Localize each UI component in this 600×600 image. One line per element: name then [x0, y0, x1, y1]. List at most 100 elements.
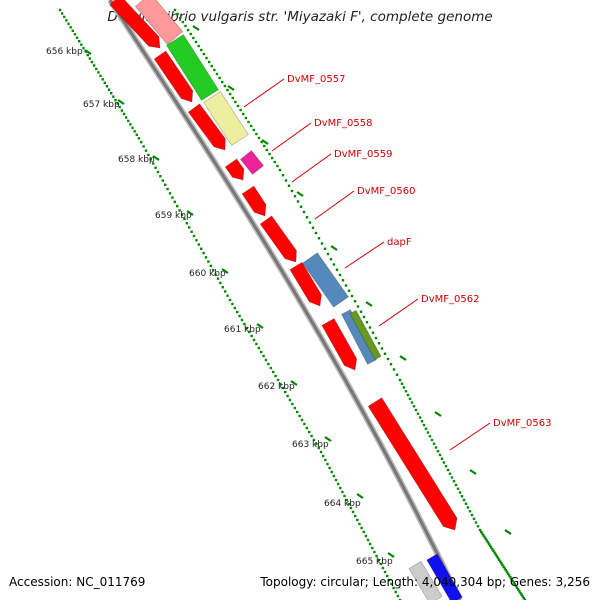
gene-block-red-shape [241, 185, 267, 217]
ruler-dot [293, 195, 297, 198]
ruler-dot [338, 273, 342, 277]
ruler-dot [200, 48, 203, 52]
ruler-dot [99, 74, 102, 78]
ruler-dot [305, 426, 308, 430]
ruler-dot [383, 570, 387, 574]
ruler-dot [505, 570, 509, 574]
ruler-dot [450, 476, 454, 479]
gene-block-blue-shape [341, 309, 377, 365]
ruler-dot [438, 453, 442, 457]
ruler-dot [107, 88, 111, 91]
ruler-dot [302, 210, 306, 214]
ruler-dot [228, 298, 232, 302]
ruler-dot [512, 581, 515, 584]
gene-label-leader [291, 153, 332, 183]
ruler-dot [371, 331, 375, 334]
outer-tick-mark [330, 245, 338, 251]
ruler-dot [380, 347, 384, 350]
ruler-dot [513, 583, 517, 586]
kbp-tick-mark [152, 155, 160, 161]
gene-block-blue [341, 309, 377, 365]
ruler-dot [494, 553, 497, 556]
ruler-dot [305, 216, 309, 219]
genome-info-text: Topology: circular; Length: 4,040,304 bp… [260, 575, 590, 589]
ruler-dot [129, 123, 132, 126]
ruler-dot [317, 446, 320, 450]
gene-block-blue-dark-shape [426, 553, 463, 600]
gene-block-red-shape [153, 50, 194, 103]
ruler-dot [248, 330, 251, 334]
ruler-dot [483, 535, 486, 539]
ruler-dot [347, 502, 350, 506]
gene-block-red [241, 185, 267, 217]
gene-block-red-shape [187, 103, 226, 151]
ruler-dot [468, 510, 472, 513]
gene-label-leader [449, 422, 491, 451]
ruler-dot [478, 528, 482, 532]
ruler-dot [269, 366, 272, 370]
ruler-dot [209, 264, 212, 268]
ruler-dot [184, 24, 187, 28]
ruler-dot [341, 279, 345, 282]
ruler-dot [250, 334, 253, 338]
ruler-dot [460, 495, 464, 498]
gene-label: DvMF_0558 [314, 118, 372, 129]
ruler-dot [279, 382, 282, 386]
ruler-dot [69, 26, 72, 29]
ruler-dot [430, 438, 434, 442]
ruler-dot [515, 586, 519, 589]
ruler-dot [521, 595, 524, 598]
ruler-dot [422, 423, 426, 427]
ruler-dot [226, 294, 229, 297]
ruler-dot [144, 149, 148, 152]
ruler-dot [484, 537, 487, 540]
outer-tick-mark [365, 301, 373, 307]
ruler-dot [347, 289, 351, 292]
ruler-dot [202, 52, 206, 56]
ruler-dot [173, 200, 176, 204]
ruler-dot [364, 534, 368, 538]
gene-label-leader [344, 241, 385, 269]
ruler-dot [92, 64, 96, 67]
ruler-dot [490, 546, 493, 549]
ruler-dot [110, 92, 113, 95]
ruler-dot [243, 322, 246, 326]
gene-block-red-shape [109, 0, 161, 49]
ruler-dot [260, 350, 263, 354]
ruler-dot [168, 192, 172, 195]
gene-label: DvMF_0557 [287, 74, 345, 85]
accession-text: Accession: NC_011769 [9, 575, 146, 589]
ruler-dot [221, 286, 224, 289]
ruler-dot [354, 514, 357, 518]
ruler-dot [330, 470, 333, 474]
gene-block-red [109, 0, 161, 49]
ruler-dot [420, 420, 424, 423]
ruler-dot [434, 446, 438, 449]
ruler-dot [518, 590, 521, 593]
ruler-dot [377, 558, 380, 562]
ruler-dot [366, 538, 370, 542]
ruler-dot [322, 454, 325, 458]
ruler-dot [326, 462, 329, 466]
ruler-dot [458, 491, 462, 494]
ruler-dot [368, 542, 372, 546]
ruler-dot [210, 64, 213, 68]
ruler-dot [300, 418, 304, 422]
ruler-dot [205, 56, 208, 60]
ruler-dot [255, 132, 258, 136]
ruler-dot [464, 502, 468, 505]
ruler-dot [180, 213, 184, 216]
ruler-dot [188, 226, 191, 229]
ruler-dot [249, 124, 253, 128]
kbp-tick-mark [290, 380, 298, 386]
ruler-dot [326, 252, 330, 256]
ruler-dot [446, 468, 450, 472]
ruler-dot [221, 80, 224, 84]
ruler-dot [486, 541, 490, 544]
kbp-tick-label: 657 kbp [83, 100, 120, 110]
ruler-dot [185, 222, 188, 225]
ruler-dot [257, 346, 260, 350]
ruler-dot [517, 588, 520, 591]
ruler-dot [120, 109, 124, 112]
ruler-dot [499, 560, 502, 563]
